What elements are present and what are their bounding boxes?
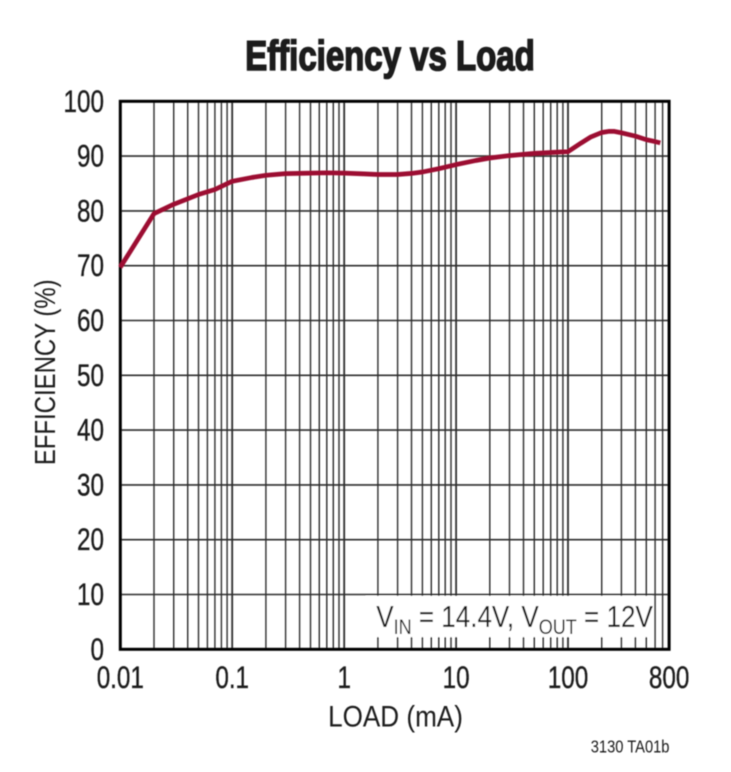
svg-text:40: 40 (77, 413, 104, 448)
svg-text:Efficiency vs Load: Efficiency vs Load (245, 32, 535, 78)
svg-text:70: 70 (77, 248, 104, 283)
svg-text:100: 100 (64, 84, 104, 119)
svg-text:30: 30 (77, 467, 104, 502)
svg-text:50: 50 (77, 358, 104, 393)
svg-text:0: 0 (91, 632, 104, 667)
svg-text:60: 60 (77, 303, 104, 338)
svg-text:3130 TA01b: 3130 TA01b (591, 737, 670, 756)
svg-text:1: 1 (337, 660, 350, 695)
svg-text:20: 20 (77, 522, 104, 557)
svg-text:80: 80 (77, 193, 104, 228)
svg-text:EFFICIENCY (%): EFFICIENCY (%) (29, 279, 62, 465)
svg-text:LOAD (mA): LOAD (mA) (328, 700, 463, 733)
svg-text:10: 10 (77, 577, 104, 612)
svg-text:0.1: 0.1 (215, 660, 249, 695)
svg-text:90: 90 (77, 139, 104, 174)
svg-text:800: 800 (649, 660, 689, 695)
svg-text:VIN = 14.4V, VOUT = 12V: VIN = 14.4V, VOUT = 12V (376, 600, 653, 639)
svg-text:0.01: 0.01 (97, 660, 144, 695)
svg-text:10: 10 (443, 660, 470, 695)
svg-text:100: 100 (548, 660, 588, 695)
